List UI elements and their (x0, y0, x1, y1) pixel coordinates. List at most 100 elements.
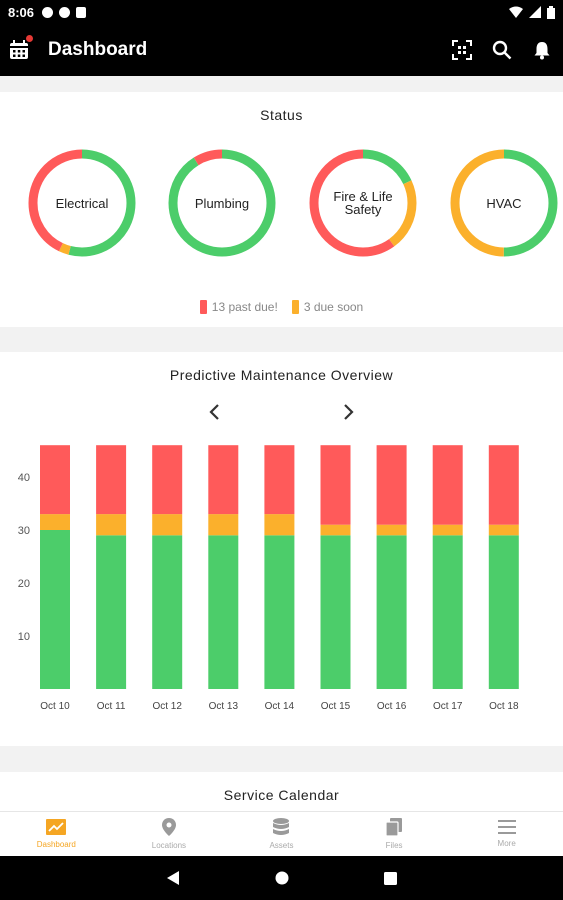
donut-label: HVAC (486, 195, 522, 211)
page-title: Dashboard (48, 39, 148, 60)
maintenance-bar-chart: 10 20 30 40 Oct 10 Oct 11 Oct 12 Oct 13 Oct 14 Oc… (18, 445, 519, 712)
tab-label: Assets (269, 841, 294, 850)
legend-past-due-label: 13 past due! (211, 300, 278, 314)
red-swatch (199, 300, 207, 314)
donut-label: Fire & Life Safety (333, 189, 393, 217)
wifi-icon (509, 6, 523, 18)
x-tick-label: Oct 14 (265, 701, 295, 712)
back-icon[interactable] (166, 870, 180, 886)
tab-assets[interactable]: Assets (225, 812, 338, 856)
bar-segment-0[interactable] (40, 530, 70, 689)
calendar-icon[interactable] (8, 35, 33, 61)
service-calendar-card: Service Calendar (0, 772, 563, 812)
x-tick-label: Oct 13 (209, 701, 239, 712)
bar-segment-1[interactable] (488, 524, 519, 536)
bar-segment-0[interactable] (152, 535, 183, 689)
bar-segment-0[interactable] (432, 535, 463, 689)
status-card: Status Electrical Plumbing Fire & Life Saf… (0, 92, 563, 327)
x-tick-label: Oct 15 (321, 701, 351, 712)
notification-badge (26, 35, 33, 42)
status-donut[interactable]: Electrical (26, 147, 138, 259)
bar-segment-2[interactable] (432, 445, 463, 525)
bar-segment-0[interactable] (320, 535, 351, 689)
trend-chart-icon (46, 819, 67, 837)
donut-label: Plumbing (194, 195, 250, 211)
clock: 8:06 (8, 4, 35, 20)
notification-card-icon (76, 6, 87, 18)
search-icon[interactable] (491, 39, 513, 61)
donut-segment-orange (309, 149, 417, 257)
bar-segment-0[interactable] (488, 535, 519, 689)
menu-icon (497, 820, 516, 836)
tab-dashboard[interactable]: Dashboard (0, 812, 113, 856)
y-tick-label: 10 (18, 631, 30, 643)
bar-segment-1[interactable] (96, 514, 127, 536)
y-tick-label: 30 (18, 525, 30, 537)
predictive-title: Predictive Maintenance Overview (169, 367, 394, 383)
bar-segment-1[interactable] (208, 514, 239, 536)
bar-segment-0[interactable] (264, 535, 295, 689)
x-tick-label: Oct 11 (97, 701, 126, 712)
notification-a-icon (42, 6, 54, 18)
bell-icon[interactable] (531, 39, 553, 61)
tab-files[interactable]: Files (338, 812, 451, 856)
chevron-left-icon[interactable] (204, 400, 224, 424)
status-legend: 13 past due! 3 due soon (0, 300, 563, 314)
tab-label: More (497, 839, 516, 848)
x-tick-label: Oct 16 (377, 701, 407, 712)
location-pin-icon (161, 818, 176, 838)
bar-segment-0[interactable] (96, 535, 127, 689)
system-navigation-bar (0, 856, 563, 900)
qr-scan-icon[interactable] (451, 39, 473, 61)
bar-segment-1[interactable] (40, 514, 70, 530)
bar-segment-2[interactable] (96, 445, 127, 515)
bar-segment-2[interactable] (320, 445, 351, 525)
bar-segment-1[interactable] (320, 524, 351, 536)
bar-segment-1[interactable] (152, 514, 183, 536)
bar-segment-0[interactable] (208, 535, 239, 689)
bar-segment-1[interactable] (264, 514, 295, 536)
bottom-navigation: Dashboard Locations Assets Files More (0, 811, 563, 856)
tab-locations[interactable]: Locations (113, 812, 226, 856)
notification-icons (42, 6, 87, 18)
chevron-right-icon[interactable] (339, 400, 359, 424)
bar-segment-1[interactable] (432, 524, 463, 536)
status-donut[interactable]: Plumbing (166, 147, 278, 259)
tab-more[interactable]: More (450, 812, 563, 856)
recents-icon[interactable] (384, 871, 397, 885)
donut-segment-red (168, 149, 276, 257)
y-tick-label: 40 (18, 472, 30, 484)
legend-past-due: 13 past due! (199, 300, 278, 314)
system-status-bar: 8:06 (0, 0, 563, 24)
bar-segment-2[interactable] (208, 445, 239, 515)
status-donut[interactable]: HVAC (448, 147, 560, 259)
bar-segment-1[interactable] (376, 524, 407, 536)
tab-label: Files (385, 841, 403, 850)
x-tick-label: Oct 18 (489, 701, 519, 712)
x-tick-label: Oct 12 (152, 701, 182, 712)
donut-segment-orange (450, 149, 558, 257)
donut-ring (309, 149, 417, 257)
bar-segment-0[interactable] (376, 535, 407, 689)
legend-due-soon: 3 due soon (291, 300, 364, 314)
bar-segment-2[interactable] (152, 445, 183, 515)
donut-segment-red (28, 149, 136, 257)
home-icon[interactable] (275, 871, 289, 885)
orange-swatch (291, 300, 299, 314)
status-donut[interactable]: Fire & Life Safety (307, 147, 419, 259)
donut-ring (450, 149, 558, 257)
donut-ring (168, 149, 276, 257)
x-tick-label: Oct 17 (433, 701, 463, 712)
bar-segment-2[interactable] (264, 445, 295, 515)
tab-label: Dashboard (36, 840, 76, 849)
battery-icon (547, 5, 555, 19)
notification-f-icon (59, 6, 71, 18)
legend-due-soon-label: 3 due soon (303, 300, 364, 314)
bar-segment-2[interactable] (488, 445, 519, 525)
bar-segment-2[interactable] (40, 445, 70, 515)
database-icon (273, 818, 290, 838)
donut-label: Electrical (55, 195, 109, 211)
bar-segment-2[interactable] (376, 445, 407, 525)
service-calendar-title: Service Calendar (223, 787, 340, 803)
y-tick-label: 20 (18, 578, 30, 590)
